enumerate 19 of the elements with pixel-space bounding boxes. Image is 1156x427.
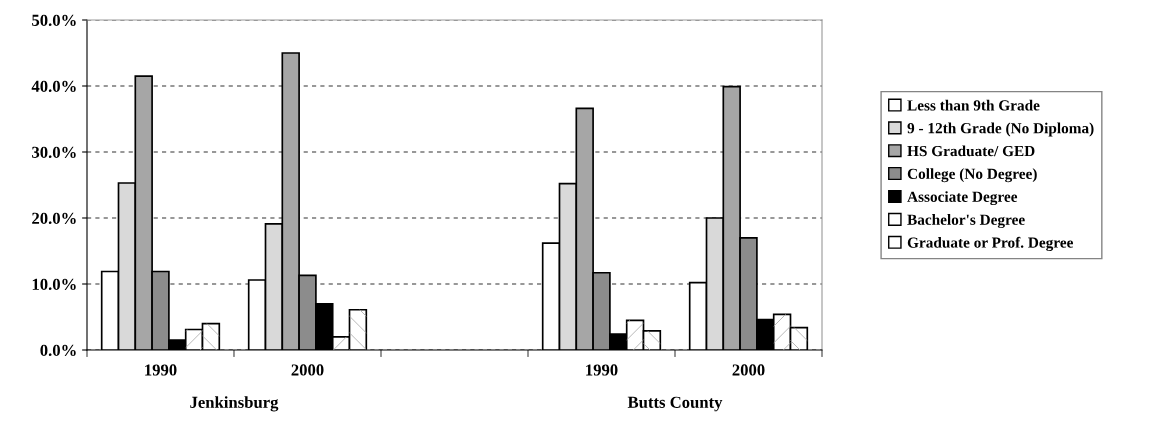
- text: Jenkinsburg: [190, 396, 279, 412]
- legend-label: College (No Degree): [907, 168, 1037, 183]
- y-tick-label: 0.0%: [40, 344, 76, 357]
- y-tick-label: 40.0%: [31, 80, 76, 93]
- y-tick-label: 50.0%: [32, 14, 76, 27]
- x-tick-label: 1990: [145, 364, 177, 376]
- legend-label: Less than 9th Grade: [907, 99, 1040, 111]
- x-tick-label: 2000: [291, 364, 324, 376]
- legend-label: Associate Degree: [907, 191, 1018, 206]
- y-tick-label: 20.0%: [32, 212, 76, 225]
- y-tick-label: 30.0%: [32, 146, 76, 159]
- x-tick-label: 1990: [586, 364, 618, 376]
- legend-label: HS Graduate/ GED: [907, 145, 1035, 157]
- legend-label: 9 - 12th Grade (No Diploma): [907, 122, 1094, 137]
- y-tick-label: 10.0%: [32, 278, 76, 291]
- x-tick-label: 2000: [732, 364, 765, 376]
- text: Butts County: [627, 396, 723, 412]
- legend-label: Graduate or Prof. Degree: [907, 236, 1073, 251]
- legend-label: Bachelor's Degree: [907, 214, 1025, 229]
